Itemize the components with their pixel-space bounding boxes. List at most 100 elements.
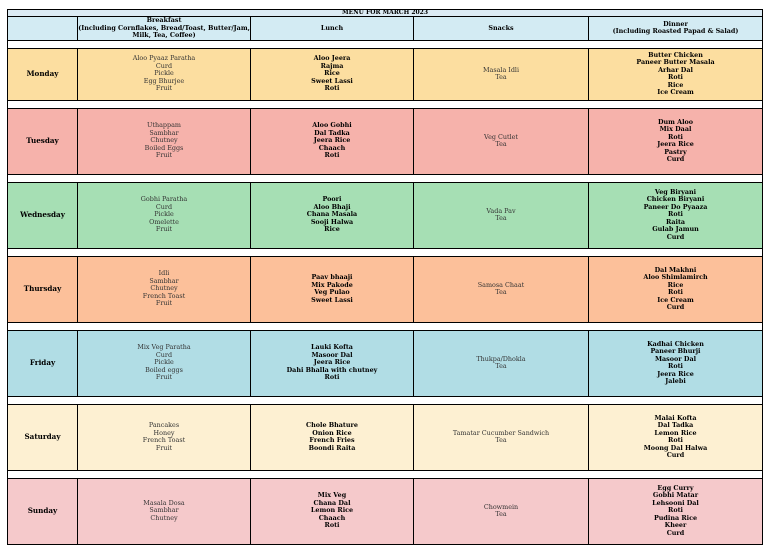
snacks-item: Tea (495, 436, 507, 444)
dinner-item: Lehsooni Dal (652, 498, 699, 507)
breakfast-item: Sambhar (149, 506, 179, 515)
dinner-item: Lemon Rice (654, 428, 697, 437)
day-row: Tuesday Uthappam Sambhar Chutney Boiled Eggs… (7, 107, 763, 175)
day-row: Friday Mix Veg Paratha Curd Pickle Boiled eg… (7, 329, 763, 397)
header-lunch-line: Lunch (320, 23, 344, 32)
menu-sheet: MENU FOR MARCH 2023 Breakfast (Including… (7, 9, 763, 545)
dinner-item: Veg Biryani (654, 187, 697, 196)
day-label: Saturday (7, 403, 78, 471)
lunch-item: Roti (324, 151, 340, 160)
dinner-item: Roti (668, 210, 683, 219)
lunch-item: Rice (324, 69, 340, 78)
lunch-cell: Poori Aloo Bhaji Chana Masala Sooji Halwa Ri… (250, 181, 414, 249)
dinner-item: Gulab Jamun (652, 225, 699, 234)
dinner-item: Egg Curry (657, 483, 694, 492)
lunch-item: Veg Pulao (314, 288, 350, 296)
dinner-item: Roti (668, 288, 683, 296)
dinner-item: Jeera Rice (657, 369, 694, 378)
breakfast-item: Fruit (155, 443, 173, 452)
header-snacks-line: Snacks (488, 23, 514, 32)
day-label: Sunday (7, 477, 78, 545)
dinner-item: Paneer Do Pyaaza (643, 202, 708, 211)
breakfast-item: Fruit (155, 299, 173, 308)
day-row: Wednesday Gobhi Paratha Curd Pickle Omelette… (7, 181, 763, 249)
lunch-cell: Paav bhaaji Mix Pakode Veg Pulao Sweet Lass… (250, 255, 414, 323)
dinner-item: Dum Aloo (657, 117, 694, 126)
spacer-cell (7, 39, 763, 49)
header-lunch: Lunch (250, 16, 414, 41)
breakfast-item: Egg Bhurjee (143, 76, 185, 85)
snacks-cell: Thukpa/Dhokla Tea (413, 329, 589, 397)
lunch-item: Roti (324, 521, 340, 530)
breakfast-item: French Toast (142, 436, 186, 444)
dinner-item: Aloo Shimlamirch (643, 273, 708, 281)
dinner-item: Curd (666, 528, 685, 537)
snacks-item: Tea (495, 510, 507, 518)
dinner-item: Kadhai Chicken (647, 339, 704, 348)
breakfast-item: Pickle (154, 69, 174, 78)
row-spacer (7, 321, 763, 331)
lunch-item: Roti (324, 373, 340, 382)
dinner-cell: Egg Curry Gobhi Matar Lehsooni Dal Roti Pudi… (588, 477, 763, 545)
snacks-item: Thukpa/Dhokla (476, 354, 526, 363)
dinner-item: Arhar Dal (658, 65, 693, 74)
breakfast-item: Fruit (155, 225, 173, 234)
dinner-item: Malai Kofta (654, 413, 697, 422)
snacks-item: Chowmein (483, 502, 519, 511)
lunch-item: Onion Rice (312, 428, 352, 437)
row-spacer (7, 247, 763, 257)
day-label: Friday (7, 329, 78, 397)
dinner-item: Rice (667, 280, 684, 289)
breakfast-item: Chutney (150, 513, 178, 522)
dinner-item: Raita (665, 217, 686, 226)
breakfast-item: Sambhar (149, 276, 179, 285)
header-dinner: Dinner (Including Roasted Papad & Salad) (588, 16, 763, 41)
dinner-item: Roti (668, 506, 683, 515)
lunch-item: Dahi Bhalla with chutney (286, 365, 378, 374)
snacks-cell: Chowmein Tea (413, 477, 589, 545)
header-row: Breakfast (Including Cornflakes, Bread/T… (7, 16, 763, 41)
lunch-item: Mix Veg (317, 491, 347, 500)
snacks-item: Masala Idli (482, 65, 520, 74)
dinner-cell: Kadhai Chicken Paneer Bhurji Masoor Dal Rot… (588, 329, 763, 397)
dinner-item: Ice Cream (657, 295, 694, 304)
dinner-cell: Malai Kofta Dal Tadka Lemon Rice Roti Moong … (588, 403, 763, 471)
spacer-cell (7, 173, 763, 183)
header-breakfast-line: (Including Cornflakes, Bread/Toast, Butt… (78, 23, 250, 32)
header-day (7, 16, 78, 41)
snacks-item: Vada Pav (486, 206, 516, 215)
lunch-item: Aloo Jeera (313, 54, 351, 63)
lunch-item: Poori (322, 195, 342, 204)
row-spacer (7, 99, 763, 109)
dinner-cell: Dal Makhni Aloo Shimlamirch Rice Roti Ice Cr… (588, 255, 763, 323)
header-dinner-line: Dinner (663, 19, 688, 28)
lunch-item: Sweet Lassi (311, 295, 353, 304)
lunch-cell: Lauki Kofta Masoor Dal Jeera Rice Dahi Bhal… (250, 329, 414, 397)
dinner-cell: Veg Biryani Chicken Biryani Paneer Do Pyaa… (588, 181, 763, 249)
spacer-cell (7, 247, 763, 257)
lunch-cell: Mix Veg Chana Dal Lemon Rice Chaach Roti (250, 477, 414, 545)
dinner-item: Kheer (664, 521, 687, 530)
breakfast-item: Fruit (155, 151, 173, 160)
snacks-cell: Masala Idli Tea (413, 47, 589, 101)
day-row: Saturday Pancakes Honey French Toast Fruit Ch… (7, 403, 763, 471)
menu-title: MENU FOR MARCH 2023 (7, 9, 763, 17)
dinner-cell: Dum Aloo Mix Daal Roti Jeera Rice Pastry Curd (588, 107, 763, 175)
dinner-item: Curd (666, 155, 685, 163)
lunch-item: Paav bhaaji (311, 273, 353, 281)
dinner-item: Roti (668, 436, 683, 444)
breakfast-item: Fruit (155, 373, 173, 382)
lunch-item: Lauki Kofta (311, 343, 353, 352)
spacer-cell (7, 99, 763, 109)
dinner-item: Rice (667, 80, 684, 89)
dinner-item: Paneer Butter Masala (636, 58, 715, 66)
lunch-item: Roti (324, 84, 340, 93)
dinner-item: Gobhi Matar (652, 491, 699, 500)
lunch-item: Chaach (318, 513, 346, 522)
lunch-item: Chana Dal (313, 498, 351, 507)
lunch-item: Chaach (318, 143, 346, 152)
lunch-item: Aloo Bhaji (313, 202, 351, 211)
dinner-item: Pudina Rice (653, 513, 698, 522)
dinner-item: Paneer Bhurji (650, 347, 701, 355)
breakfast-item: Fruit (155, 84, 173, 93)
